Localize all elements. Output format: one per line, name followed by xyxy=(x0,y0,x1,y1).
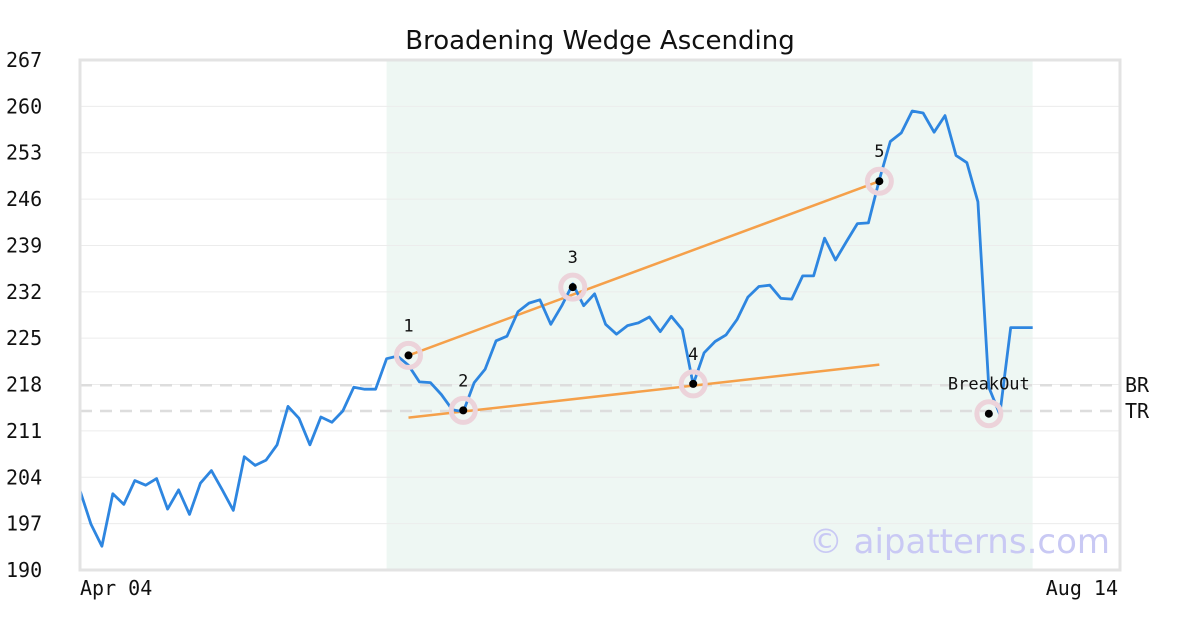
pivot-dot xyxy=(984,409,993,418)
pivot-halo xyxy=(394,340,423,370)
y-tick-label: 211 xyxy=(6,419,42,443)
y-tick-label: 204 xyxy=(6,465,42,489)
x-tick-label: Apr 04 xyxy=(80,576,152,600)
y-tick-label: 197 xyxy=(6,512,42,536)
y-tick-label: 253 xyxy=(6,141,42,165)
chart-title: Broadening Wedge Ascending xyxy=(405,26,795,56)
pivot-label: 1 xyxy=(403,316,413,336)
y-tick-label: 225 xyxy=(6,326,42,350)
pivot-label: 5 xyxy=(874,142,884,162)
pivot-label: BreakOut xyxy=(948,375,1030,395)
pivot-label: 2 xyxy=(458,371,468,391)
y-tick-label: 246 xyxy=(6,187,42,211)
trendline-upper xyxy=(408,180,880,357)
y-tick-label: 260 xyxy=(6,94,42,118)
y-tick-label: 232 xyxy=(6,280,42,304)
level-label: BR xyxy=(1125,373,1150,397)
pivot-dot xyxy=(689,379,698,388)
price-series-line xyxy=(78,109,1033,548)
y-tick-label: 239 xyxy=(6,233,42,257)
y-tick-label: 267 xyxy=(6,48,42,72)
y-tick-label: 190 xyxy=(6,558,42,582)
level-label: TR xyxy=(1125,399,1150,423)
pivot-halo xyxy=(974,399,1004,429)
plot-frame xyxy=(78,58,1122,572)
pivot-dot xyxy=(459,406,468,415)
pivot-label: 3 xyxy=(568,248,578,268)
y-tick-label: 218 xyxy=(6,373,42,397)
pivot-halo xyxy=(558,272,588,302)
pivot-label: 4 xyxy=(688,345,698,365)
pivot-halo xyxy=(678,369,708,399)
trendline-lower xyxy=(408,363,880,419)
pivot-dot xyxy=(404,351,413,360)
pivot-halo xyxy=(864,166,894,196)
x-tick-label: Aug 14 xyxy=(1046,576,1118,600)
pattern-zone xyxy=(386,60,1033,570)
pivot-dot xyxy=(568,283,577,292)
pivot-dot xyxy=(875,177,884,186)
pivot-halo xyxy=(448,395,478,425)
watermark: © aipatterns.com xyxy=(809,522,1110,562)
